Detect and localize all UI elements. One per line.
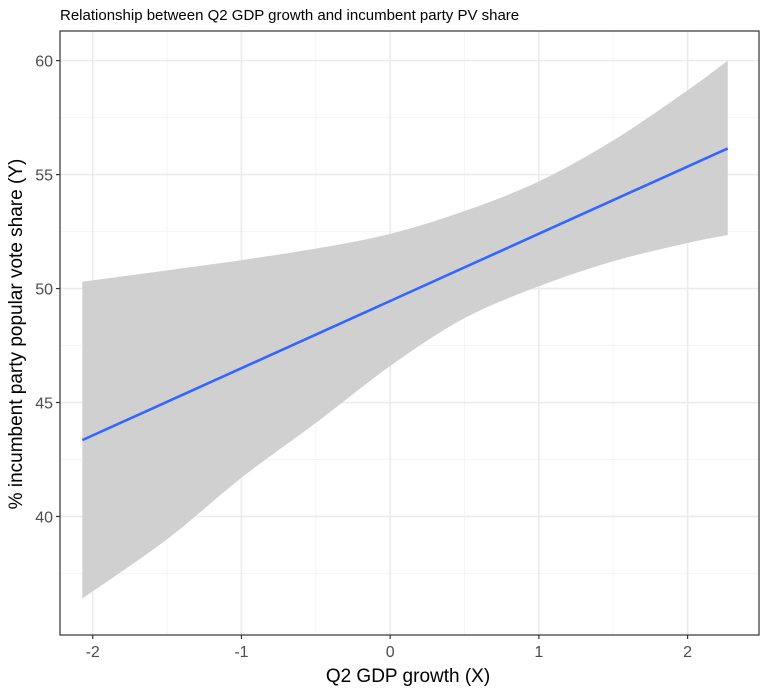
x-tick-label: -1 <box>234 644 248 661</box>
x-axis-ticks: -2 -1 0 1 2 <box>86 635 692 661</box>
y-axis-ticks: 40 45 50 55 60 <box>35 54 60 526</box>
y-axis-title: % incumbent party popular vote share (Y) <box>6 159 27 510</box>
y-tick-label: 50 <box>35 282 53 299</box>
x-tick-label: -2 <box>86 644 100 661</box>
x-tick-label: 1 <box>534 644 543 661</box>
y-tick-label: 40 <box>35 509 53 526</box>
x-axis-title: Q2 GDP growth (X) <box>326 666 490 687</box>
x-tick-label: 2 <box>683 644 692 661</box>
regression-line <box>81 147 729 442</box>
y-tick-label: 60 <box>35 54 53 71</box>
y-tick-label: 45 <box>35 396 53 413</box>
y-tick-label: 55 <box>35 168 53 185</box>
regression-lines <box>81 147 729 442</box>
panel-border <box>59 30 760 636</box>
x-tick-label: 0 <box>386 644 395 661</box>
chart-title: Relationship between Q2 GDP growth and i… <box>60 7 519 24</box>
confidence-band <box>82 60 728 599</box>
